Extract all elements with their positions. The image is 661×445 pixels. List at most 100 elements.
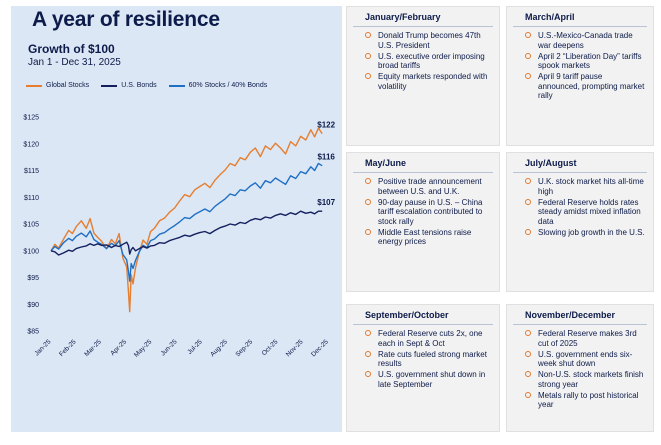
x-tick-label: Jul-25 <box>186 338 204 356</box>
list-item-text: U.S.-Mexico-Canada trade war deepens <box>538 31 633 50</box>
bullet-icon <box>525 330 531 336</box>
x-tick-label: Sep-25 <box>234 338 254 358</box>
bullet-icon <box>365 330 371 336</box>
legend-label: Global Stocks <box>46 82 90 89</box>
bullet-icon <box>525 228 531 235</box>
list-item: U.S. government ends six-week shut down <box>525 350 645 369</box>
list-item-text: Federal Reserve makes 3rd cut of 2025 <box>538 329 637 348</box>
panel-sep-oct: September/October Federal Reserve cuts 2… <box>346 304 500 432</box>
list-item: April 9 tariff pause announced, promptin… <box>525 72 645 101</box>
list-item-text: Rate cuts fueled strong market results <box>378 349 487 369</box>
series-line-global-stocks <box>50 127 323 313</box>
bullet-icon <box>525 178 531 184</box>
date-range: Jan 1 - Dec 31, 2025 <box>28 57 121 68</box>
list-item-text: April 9 tariff pause announced, promptin… <box>538 72 645 100</box>
bullet-icon <box>365 228 371 235</box>
x-tick-label: Jan-25 <box>33 338 52 357</box>
panel-may-jun: May/June Positive trade announcement bet… <box>346 152 500 292</box>
bullet-icon <box>525 371 531 377</box>
panel-list: Positive trade announcement between U.S.… <box>347 177 499 247</box>
list-item: U.S. executive order imposing broad tari… <box>365 52 491 71</box>
bullet-icon <box>365 73 371 79</box>
x-tick-label: Dec-25 <box>310 338 330 358</box>
end-value-label: $107 <box>317 198 335 207</box>
panel-mar-apr: March/April U.S.-Mexico-Canada trade war… <box>506 6 654 146</box>
legend-item-60-40: 60% Stocks / 40% Bonds <box>168 82 268 89</box>
legend-item-us-bonds: U.S. Bonds <box>101 82 157 89</box>
bullet-icon <box>525 32 531 38</box>
panel-jul-aug: July/August U.K. stock market hits all-t… <box>506 152 654 292</box>
chart-panel <box>11 6 342 432</box>
panel-list: U.S.-Mexico-Canada trade war deepens Apr… <box>507 31 653 101</box>
legend-swatch <box>26 84 42 87</box>
list-item: Middle East tensions raise energy prices <box>365 228 491 247</box>
bullet-icon <box>365 371 371 377</box>
list-item: Federal Reserve cuts 2x, one each in Sep… <box>365 329 491 348</box>
y-tick-label: $105 <box>23 222 39 229</box>
list-item-text: Federal Reserve cuts 2x, one each in Sep… <box>378 329 483 348</box>
y-tick-label: $85 <box>27 329 39 336</box>
list-item: Positive trade announcement between U.S.… <box>365 177 491 196</box>
legend-swatch <box>101 84 118 87</box>
legend-swatch <box>168 84 185 87</box>
panel-jan-feb: January/February Donald Trump becomes 47… <box>346 6 500 146</box>
list-item-text: Positive trade announcement between U.S.… <box>378 177 482 196</box>
panel-heading: January/February <box>353 7 493 27</box>
bullet-icon <box>365 178 371 184</box>
panel-list: Donald Trump becomes 47th U.S. President… <box>347 31 499 91</box>
bullet-icon <box>365 350 371 357</box>
list-item-text: Donald Trump becomes 47th U.S. President <box>378 31 481 50</box>
legend-item-global-stocks: Global Stocks <box>26 82 89 89</box>
series-line-60-stocks-40-bonds <box>50 162 323 282</box>
panel-list: Federal Reserve makes 3rd cut of 2025 U.… <box>507 329 653 410</box>
panel-list: Federal Reserve cuts 2x, one each in Sep… <box>347 329 499 389</box>
y-tick-label: $95 <box>27 275 39 282</box>
list-item-text: U.S. executive order imposing broad tari… <box>378 51 485 71</box>
bullet-icon <box>525 391 531 398</box>
bullet-icon <box>525 52 531 59</box>
bullet-icon <box>365 52 371 59</box>
chart-legend: Global Stocks U.S. Bonds 60% Stocks / 40… <box>26 82 267 89</box>
list-item-text: U.K. stock market hits all-time high <box>538 177 644 196</box>
list-item-text: U.S. government ends six-week shut down <box>538 349 633 369</box>
panel-list: U.K. stock market hits all-time high Fed… <box>507 177 653 237</box>
y-tick-label: $115 <box>24 168 39 175</box>
legend-label: 60% Stocks / 40% Bonds <box>188 82 268 89</box>
list-item-text: Non-U.S. stock markets finish strong yea… <box>538 370 644 389</box>
bullet-icon <box>365 198 371 205</box>
y-tick-label: $125 <box>23 115 39 122</box>
list-item-text: Federal Reserve holds rates steady amids… <box>538 197 641 226</box>
y-tick-label: $90 <box>27 302 39 309</box>
x-tick-label: May-25 <box>133 338 154 359</box>
page-title: A year of resilience <box>32 8 220 31</box>
growth-line-chart: $85 $90 $95 $100 $105 $110 $115 $120 $125 Jan-25 F… <box>23 115 335 359</box>
y-tick-label: $120 <box>23 141 39 148</box>
list-item-text: Middle East tensions raise energy prices <box>378 227 472 247</box>
list-item-text: 90-day pause in U.S. – China tariff esca… <box>378 197 483 226</box>
list-item: April 2 “Liberation Day” tariffs spook m… <box>525 52 645 71</box>
y-tick-label: $110 <box>24 195 39 202</box>
panel-heading: July/August <box>513 153 647 173</box>
x-tick-label: Jun-25 <box>160 338 179 357</box>
chart-subtitle: Growth of $100 <box>28 42 115 56</box>
panel-nov-dec: November/December Federal Reserve makes … <box>506 304 654 432</box>
list-item: Federal Reserve makes 3rd cut of 2025 <box>525 329 645 348</box>
list-item: Non-U.S. stock markets finish strong yea… <box>525 370 645 389</box>
x-tick-label: Nov-25 <box>285 338 305 358</box>
x-tick-label: Apr-25 <box>109 338 128 357</box>
list-item: Metals rally to post historical year <box>525 391 645 410</box>
list-item-text: Equity markets responded with volatility <box>378 72 488 91</box>
list-item-text: April 2 “Liberation Day” tariffs spook m… <box>538 51 642 71</box>
list-item: Federal Reserve holds rates steady amids… <box>525 198 645 227</box>
bullet-icon <box>525 198 531 205</box>
bullet-icon <box>525 350 531 357</box>
panel-heading: March/April <box>513 7 647 27</box>
list-item-text: Metals rally to post historical year <box>538 390 639 410</box>
legend-label: U.S. Bonds <box>121 82 157 89</box>
bullet-icon <box>525 73 531 79</box>
list-item-text: U.S. government shut down in late Septem… <box>378 370 486 389</box>
list-item: U.S.-Mexico-Canada trade war deepens <box>525 31 645 50</box>
end-value-label: $116 <box>317 153 335 162</box>
y-tick-label: $100 <box>23 248 39 255</box>
list-item-text: Slowing job growth in the U.S. <box>538 227 645 237</box>
